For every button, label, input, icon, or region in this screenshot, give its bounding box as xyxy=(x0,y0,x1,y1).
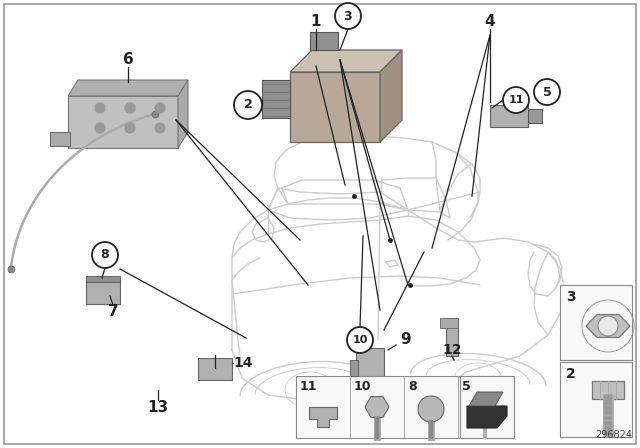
Bar xyxy=(460,376,514,438)
Circle shape xyxy=(92,242,118,268)
Circle shape xyxy=(95,123,105,133)
Bar xyxy=(528,109,542,123)
Circle shape xyxy=(155,103,165,113)
Polygon shape xyxy=(309,407,337,427)
Polygon shape xyxy=(178,80,188,148)
Circle shape xyxy=(347,327,373,353)
Polygon shape xyxy=(469,392,503,406)
Circle shape xyxy=(234,91,262,119)
Text: 6: 6 xyxy=(123,52,133,68)
Text: 8: 8 xyxy=(100,249,109,262)
Bar xyxy=(50,132,70,146)
Text: 7: 7 xyxy=(108,305,118,319)
Bar xyxy=(198,358,232,380)
Text: 9: 9 xyxy=(401,332,412,348)
Polygon shape xyxy=(290,50,402,72)
Circle shape xyxy=(418,396,444,422)
Text: 2: 2 xyxy=(244,99,252,112)
Bar xyxy=(356,348,384,386)
Text: 14: 14 xyxy=(233,356,253,370)
Circle shape xyxy=(125,123,135,133)
Text: 8: 8 xyxy=(408,380,417,393)
Text: 12: 12 xyxy=(442,343,461,357)
Polygon shape xyxy=(68,80,188,96)
Polygon shape xyxy=(380,50,402,142)
Circle shape xyxy=(335,3,361,29)
Polygon shape xyxy=(68,96,178,148)
Text: 1: 1 xyxy=(311,14,321,30)
Bar xyxy=(440,318,458,328)
Text: 3: 3 xyxy=(566,290,575,304)
Bar xyxy=(490,105,528,127)
Text: 3: 3 xyxy=(344,9,352,22)
Bar xyxy=(290,72,380,142)
Bar xyxy=(592,381,624,399)
Bar xyxy=(446,318,458,356)
Text: 4: 4 xyxy=(484,14,495,30)
Circle shape xyxy=(534,79,560,105)
Text: 10: 10 xyxy=(354,380,371,393)
Text: 2: 2 xyxy=(566,367,576,381)
Bar xyxy=(560,362,632,437)
Bar xyxy=(310,32,338,50)
Text: 5: 5 xyxy=(543,86,552,99)
Text: 5: 5 xyxy=(462,380,471,393)
Polygon shape xyxy=(467,406,507,428)
Circle shape xyxy=(598,316,618,336)
Circle shape xyxy=(155,123,165,133)
Text: 13: 13 xyxy=(147,401,168,415)
Bar xyxy=(350,360,358,376)
Circle shape xyxy=(503,87,529,113)
Polygon shape xyxy=(365,396,389,418)
Bar xyxy=(560,285,632,360)
Bar xyxy=(86,280,120,304)
Circle shape xyxy=(125,103,135,113)
Bar xyxy=(86,276,120,282)
Text: 11: 11 xyxy=(508,95,524,105)
Text: 10: 10 xyxy=(352,335,368,345)
Bar xyxy=(262,80,290,118)
Circle shape xyxy=(95,103,105,113)
Bar xyxy=(296,376,512,438)
Text: 11: 11 xyxy=(300,380,317,393)
Text: 296824: 296824 xyxy=(595,430,632,440)
Circle shape xyxy=(480,394,490,404)
Polygon shape xyxy=(586,314,630,337)
